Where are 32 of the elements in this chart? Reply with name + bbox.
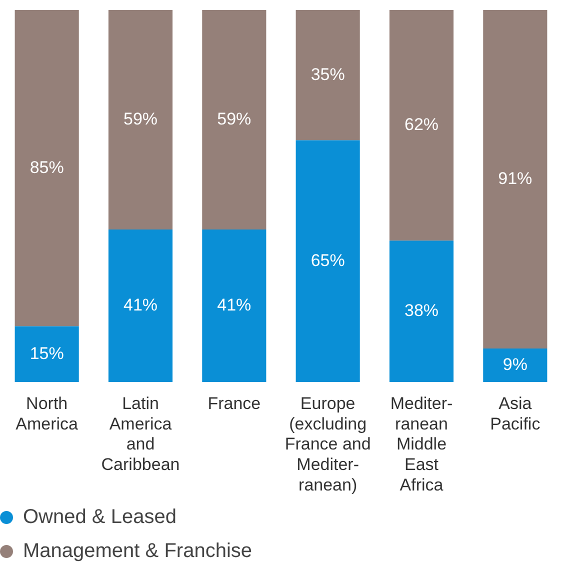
bar: [296, 10, 360, 140]
data-label: 41%: [217, 295, 252, 314]
data-label: 65%: [310, 250, 345, 270]
bar: [14, 326, 79, 382]
bar: [483, 348, 548, 382]
legend-label: Owned & Leased: [23, 506, 176, 528]
data-label: 91%: [498, 168, 532, 188]
x-tick-label: France: [208, 394, 261, 413]
bar: [389, 10, 454, 241]
data-label: 35%: [310, 64, 345, 84]
bar: [483, 10, 548, 349]
bar: [108, 10, 173, 230]
data-label: 59%: [217, 109, 252, 128]
bar: [389, 240, 454, 382]
x-tick-label: Mediter- ranean Middle East Africa: [390, 394, 453, 494]
data-label: 59%: [123, 109, 158, 128]
bar: [202, 10, 266, 230]
bar: [296, 140, 360, 382]
data-label: 38%: [404, 301, 439, 320]
bar: [202, 229, 266, 382]
data-label: 62%: [404, 115, 439, 134]
data-label: 15%: [30, 344, 64, 363]
bar: [14, 10, 79, 326]
data-label: 41%: [123, 295, 158, 314]
data-label: 9%: [502, 354, 528, 374]
bar: [108, 229, 173, 382]
x-tick-label: Europe (excluding France and Mediter- ranean): [284, 394, 371, 494]
legend-label: Management & Franchise: [23, 540, 252, 562]
x-tick-label: Asia Pacific: [490, 394, 541, 434]
x-tick-label: North America: [16, 394, 79, 434]
data-label: 85%: [30, 158, 64, 177]
x-tick-label: Latin America and Caribbean: [101, 394, 180, 474]
